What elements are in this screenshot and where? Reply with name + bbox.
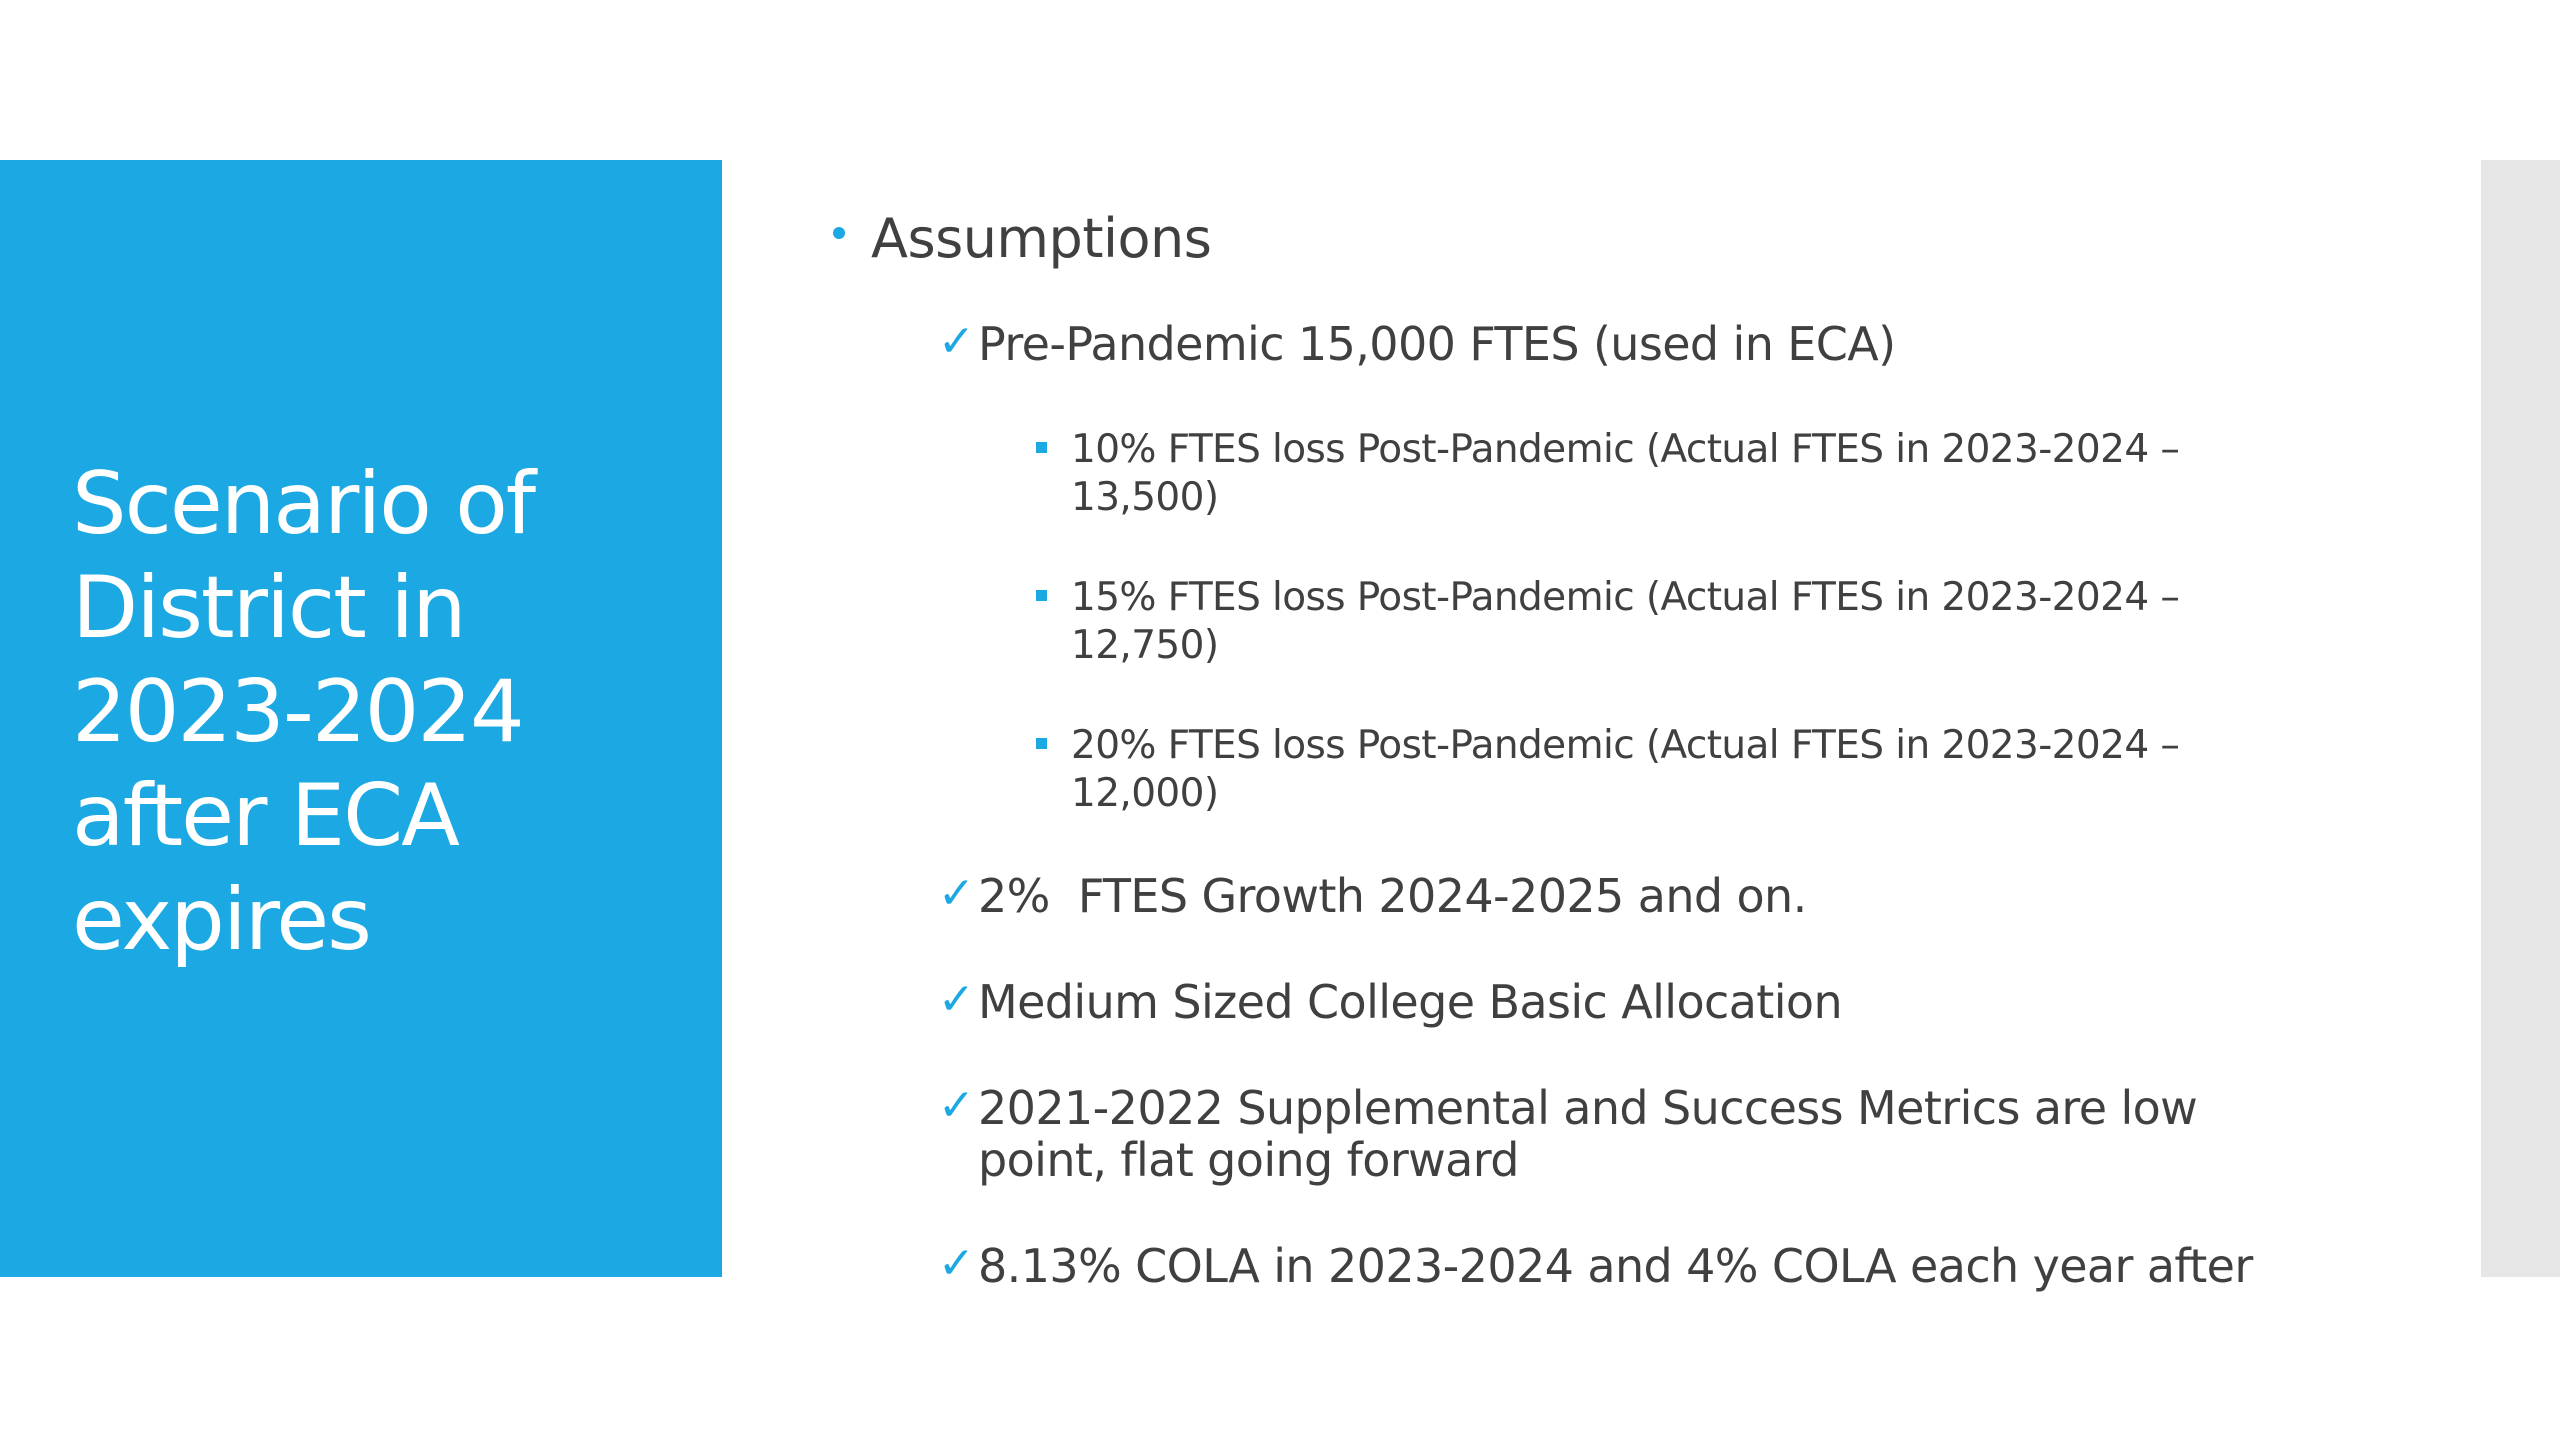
square-bullet-icon: [1036, 590, 1047, 601]
square-bullet-icon: [1036, 442, 1047, 453]
list-item-text: 10% FTES loss Post-Pandemic (Actual FTES…: [1071, 427, 2180, 520]
slide-title: Scenario of District in 2023-2024 after …: [72, 454, 536, 970]
list-item: ✓ 2% FTES Growth 2024-2025 and on.: [938, 868, 2298, 923]
list-item-text: 20% FTES loss Post-Pandemic (Actual FTES…: [1071, 723, 2180, 816]
list-item-text: 2021-2022 Supplemental and Success Metri…: [978, 1081, 2198, 1187]
list-item-text: Pre-Pandemic 15,000 FTES (used in ECA): [978, 317, 1896, 371]
list-item: 20% FTES loss Post-Pandemic (Actual FTES…: [1036, 722, 2296, 818]
list-item: ✓ 8.13% COLA in 2023-2024 and 4% COLA ea…: [938, 1238, 2298, 1293]
list-item-text: 15% FTES loss Post-Pandemic (Actual FTES…: [1071, 575, 2180, 668]
list-item: 15% FTES loss Post-Pandemic (Actual FTES…: [1036, 574, 2296, 670]
title-panel: [0, 160, 722, 1277]
round-bullet-icon: [833, 227, 845, 239]
check-icon: ✓: [938, 1080, 975, 1131]
check-icon: ✓: [938, 868, 975, 919]
list-item: ✓ 2021-2022 Supplemental and Success Met…: [938, 1080, 2298, 1187]
check-icon: ✓: [938, 316, 975, 367]
list-item: ✓ Pre-Pandemic 15,000 FTES (used in ECA): [938, 316, 2298, 371]
decorative-strip: [2481, 160, 2560, 1277]
list-item: 10% FTES loss Post-Pandemic (Actual FTES…: [1036, 426, 2296, 522]
list-item-text: 2% FTES Growth 2024-2025 and on.: [978, 869, 1807, 923]
list-item-text: 8.13% COLA in 2023-2024 and 4% COLA each…: [978, 1239, 2253, 1293]
list-item-text: Medium Sized College Basic Allocation: [978, 975, 1843, 1029]
heading-text: Assumptions: [871, 207, 1212, 270]
check-icon: ✓: [938, 974, 975, 1025]
square-bullet-icon: [1036, 738, 1047, 749]
list-item: ✓ Medium Sized College Basic Allocation: [938, 974, 2298, 1029]
check-icon: ✓: [938, 1238, 975, 1289]
